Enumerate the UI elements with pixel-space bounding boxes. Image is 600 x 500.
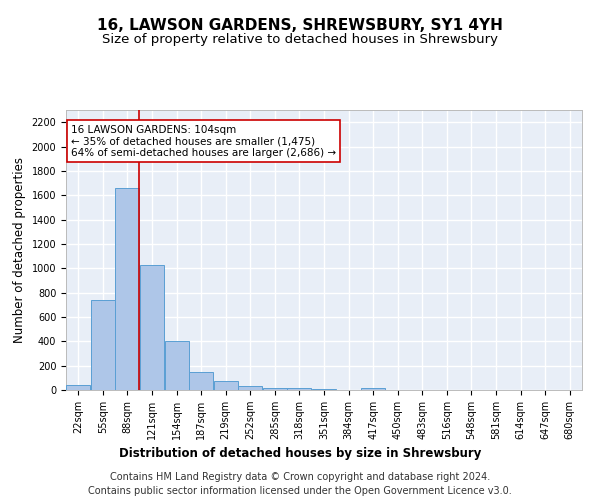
Bar xyxy=(91,300,115,390)
Text: 16 LAWSON GARDENS: 104sqm
← 35% of detached houses are smaller (1,475)
64% of se: 16 LAWSON GARDENS: 104sqm ← 35% of detac… xyxy=(71,124,336,158)
Y-axis label: Number of detached properties: Number of detached properties xyxy=(13,157,26,343)
Bar xyxy=(189,372,213,390)
Bar xyxy=(238,386,262,390)
Text: 16, LAWSON GARDENS, SHREWSBURY, SY1 4YH: 16, LAWSON GARDENS, SHREWSBURY, SY1 4YH xyxy=(97,18,503,32)
Bar xyxy=(263,388,287,390)
Bar xyxy=(115,188,139,390)
Bar xyxy=(66,385,90,390)
Bar xyxy=(164,342,188,390)
Bar xyxy=(287,388,311,390)
Text: Distribution of detached houses by size in Shrewsbury: Distribution of detached houses by size … xyxy=(119,448,481,460)
X-axis label: Distribution of detached houses by size in Shrewsbury: Distribution of detached houses by size … xyxy=(0,499,1,500)
Text: Contains public sector information licensed under the Open Government Licence v3: Contains public sector information licen… xyxy=(88,486,512,496)
Text: Contains HM Land Registry data © Crown copyright and database right 2024.: Contains HM Land Registry data © Crown c… xyxy=(110,472,490,482)
Text: Size of property relative to detached houses in Shrewsbury: Size of property relative to detached ho… xyxy=(102,32,498,46)
Bar xyxy=(140,264,164,390)
Bar xyxy=(214,381,238,390)
Bar xyxy=(361,388,385,390)
